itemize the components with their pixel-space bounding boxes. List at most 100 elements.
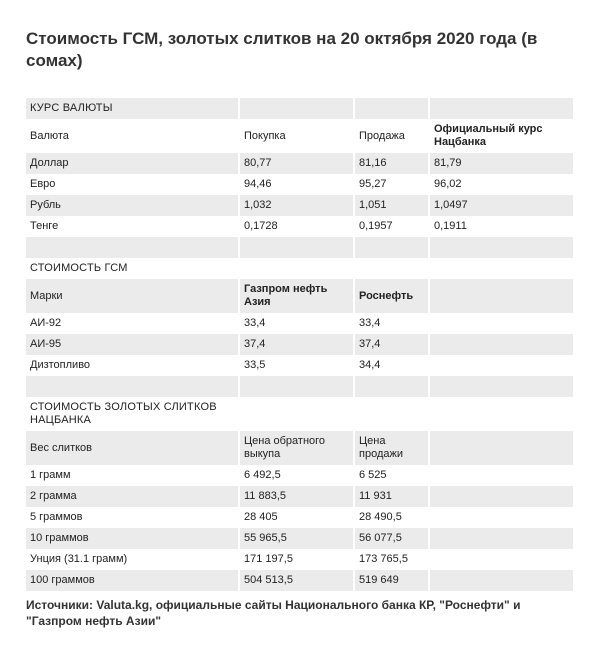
data-row: Тенге 0,1728 0,1957 0,1911 <box>26 216 573 237</box>
cell: АИ-92 <box>30 317 62 329</box>
cell: 1,0497 <box>430 195 573 216</box>
cell <box>240 237 353 258</box>
cell <box>430 237 573 258</box>
cell <box>430 486 573 507</box>
cell: 0,1957 <box>359 220 393 232</box>
cell: 1,051 <box>355 195 428 216</box>
cell: 28 405 <box>244 511 278 523</box>
cell: 33,4 <box>244 317 266 329</box>
cell: 81,16 <box>355 153 428 174</box>
cell <box>430 355 573 376</box>
cell <box>240 258 353 279</box>
cell: 33,5 <box>244 359 266 371</box>
cell: 504 513,5 <box>240 570 353 591</box>
cell <box>430 431 573 465</box>
cell: Рубль <box>26 195 238 216</box>
data-row: АИ-92 33,4 33,4 <box>26 313 573 334</box>
cell: 171 197,5 <box>244 553 293 565</box>
header-row: Вес слитков Цена обратного выкупа Цена про… <box>26 431 573 465</box>
cell: Вес слитков <box>26 431 238 465</box>
title: Стоимость ГСМ, золотых слитков на 20 окт… <box>26 29 538 70</box>
cell <box>240 98 353 119</box>
data-row: 1 грамм 6 492,5 6 525 <box>26 465 573 486</box>
spacer-row <box>26 237 573 258</box>
spacer-row <box>26 376 573 397</box>
cell <box>430 98 573 119</box>
cell <box>430 313 573 334</box>
cell <box>430 549 573 570</box>
data-row: 10 граммов 55 965,5 56 077,5 <box>26 528 573 549</box>
data-row: Доллар 80,77 81,16 81,79 <box>26 153 573 174</box>
cell <box>355 397 428 431</box>
cell: Цена продажи <box>355 431 428 465</box>
cell: 1,032 <box>240 195 353 216</box>
cell: Марки <box>26 279 238 313</box>
cell: 10 граммов <box>26 528 238 549</box>
cell: 0,1728 <box>244 220 278 232</box>
data-row: АИ-95 37,4 37,4 <box>26 334 573 355</box>
data-row: 2 грамма 11 883,5 11 931 <box>26 486 573 507</box>
cell: 1 грамм <box>30 469 71 481</box>
cell <box>430 570 573 591</box>
data-row: Унция (31.1 грамм) 171 197,5 173 765,5 <box>26 549 573 570</box>
cell <box>355 98 428 119</box>
cell: 5 граммов <box>30 511 83 523</box>
cell: АИ-95 <box>26 334 238 355</box>
cell: 6 525 <box>359 469 387 481</box>
data-row: 5 граммов 28 405 28 490,5 <box>26 507 573 528</box>
cell: 100 граммов <box>26 570 238 591</box>
cell <box>26 237 238 258</box>
cell: Официальный курс Нацбанка <box>434 123 543 148</box>
cell <box>355 376 428 397</box>
cell: 0,1911 <box>434 220 467 232</box>
cell <box>430 397 573 431</box>
cell: Газпром нефть Азия <box>240 279 353 313</box>
cell: 34,4 <box>359 359 381 371</box>
header-row: Валюта Покупка Продажа Официальный курс Нац… <box>26 119 573 153</box>
cell <box>430 528 573 549</box>
cell: Евро <box>30 178 56 190</box>
cell <box>240 397 353 431</box>
cell: 2 грамма <box>26 486 238 507</box>
cell: Роснефть <box>355 279 428 313</box>
cell: Цена обратного выкупа <box>240 431 353 465</box>
cell <box>430 507 573 528</box>
cell: КУРС ВАЛЮТЫ <box>26 98 238 119</box>
cell: Доллар <box>26 153 238 174</box>
cell: Продажа <box>359 129 405 142</box>
data-row: 100 граммов 504 513,5 519 649 <box>26 570 573 591</box>
cell <box>430 376 573 397</box>
cell: 95,27 <box>359 178 387 190</box>
cell: 80,77 <box>240 153 353 174</box>
cell <box>430 258 573 279</box>
cell <box>355 237 428 258</box>
cell: Тенге <box>30 220 59 232</box>
cell <box>430 279 573 313</box>
cell <box>240 376 353 397</box>
data-row: Евро 94,46 95,27 96,02 <box>26 174 573 195</box>
data-table: КУРС ВАЛЮТЫ Валюта Покупка Продажа Официальн… <box>24 98 575 591</box>
data-row: Дизтопливо 33,5 34,4 <box>26 355 573 376</box>
cell: СТОИМОСТЬ ЗОЛОТЫХ СЛИТКОВ НАЦБАНКА <box>30 401 217 426</box>
cell <box>26 376 238 397</box>
cell: Покупка <box>244 129 286 142</box>
cell: 28 490,5 <box>359 511 402 523</box>
section-title-row: СТОИМОСТЬ ЗОЛОТЫХ СЛИТКОВ НАЦБАНКА <box>26 397 573 431</box>
cell <box>430 465 573 486</box>
cell <box>430 334 573 355</box>
cell: 6 492,5 <box>244 469 281 481</box>
source-note: Источники: Valuta.kg, официальные сайты … <box>26 598 521 628</box>
cell <box>355 258 428 279</box>
section-title-row: КУРС ВАЛЮТЫ <box>26 98 573 119</box>
header-row: Марки Газпром нефть Азия Роснефть <box>26 279 573 313</box>
cell: 33,4 <box>359 317 381 329</box>
cell: 96,02 <box>434 178 462 190</box>
cell: 37,4 <box>355 334 428 355</box>
cell: 94,46 <box>244 178 272 190</box>
section-title-row: СТОИМОСТЬ ГСМ <box>26 258 573 279</box>
cell: 56 077,5 <box>355 528 428 549</box>
data-row: Рубль 1,032 1,051 1,0497 <box>26 195 573 216</box>
cell: 11 883,5 <box>240 486 353 507</box>
cell: Дизтопливо <box>30 359 91 371</box>
